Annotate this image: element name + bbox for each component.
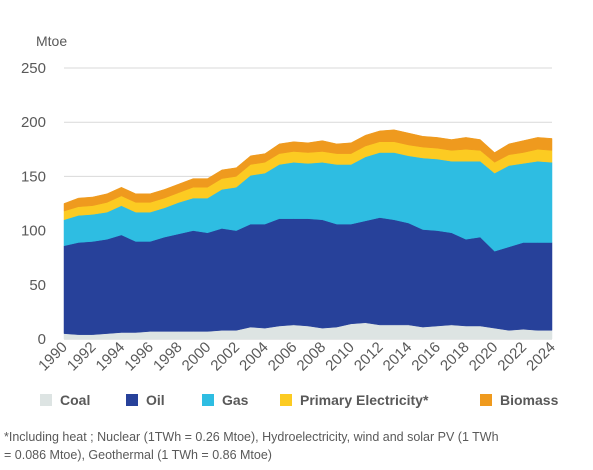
legend-item-coal: Coal <box>40 392 90 408</box>
legend-swatch-oil <box>126 394 138 406</box>
y-axis-unit-label: Mtoe <box>36 33 68 49</box>
x-tick-label: 2018 <box>437 339 473 375</box>
footnote-line-2: = 0.086 Mtoe), Geothermal (1 TWh = 0.86 … <box>4 448 272 462</box>
x-tick-label: 1996 <box>121 339 157 375</box>
legend-label-primary-electricity: Primary Electricity* <box>300 392 429 408</box>
legend-swatch-gas <box>202 394 214 406</box>
x-tick-label: 2024 <box>523 339 559 375</box>
y-tick-label: 200 <box>21 114 46 131</box>
stacked-area-chart: 0 50 100 150 200 250 199019921994199619982000… <box>21 60 559 375</box>
area-biomass <box>63 129 553 212</box>
x-tick-label: 2012 <box>351 339 387 375</box>
legend-label-gas: Gas <box>222 392 249 408</box>
x-tick-label: 2010 <box>322 339 358 375</box>
x-tick-labels: 1990199219941996199820002002200420062008… <box>35 339 559 375</box>
x-tick-label: 2000 <box>179 339 215 375</box>
x-tick-label: 2004 <box>236 339 272 375</box>
legend-swatch-biomass <box>480 394 492 406</box>
legend-swatch-primary-electricity <box>280 394 292 406</box>
legend-label-biomass: Biomass <box>500 392 559 408</box>
x-tick-label: 2014 <box>380 339 416 375</box>
x-tick-label: 1994 <box>93 339 129 375</box>
legend-item-biomass: Biomass <box>480 392 558 408</box>
legend-item-gas: Gas <box>202 392 248 408</box>
x-tick-label: 2016 <box>408 339 444 375</box>
legend-item-oil: Oil <box>126 392 165 408</box>
x-tick-label: 2022 <box>495 339 531 375</box>
x-tick-label: 2006 <box>265 339 301 375</box>
x-tick-label: 1998 <box>150 339 186 375</box>
legend-item-primary-electricity: Primary Electricity* <box>280 392 428 408</box>
x-tick-label: 2008 <box>294 339 330 375</box>
x-tick-label: 2020 <box>466 339 502 375</box>
y-tick-label: 150 <box>21 168 46 185</box>
y-tick-label: 50 <box>29 277 46 294</box>
legend-swatch-coal <box>40 394 52 406</box>
footnote-line-1: *Including heat ; Nuclear (1TWh = 0.26 M… <box>4 430 499 444</box>
series-areas <box>63 129 553 340</box>
x-tick-label: 1992 <box>64 339 100 375</box>
legend: Coal Oil Gas Primary Electricity* Biomas… <box>40 392 580 412</box>
x-tick-label: 2002 <box>207 339 243 375</box>
footnote: *Including heat ; Nuclear (1TWh = 0.26 M… <box>4 428 589 464</box>
legend-label-coal: Coal <box>60 392 91 408</box>
y-tick-label: 100 <box>21 223 46 240</box>
legend-label-oil: Oil <box>146 392 165 408</box>
y-tick-label: 250 <box>21 60 46 77</box>
y-tick-labels: 0 50 100 150 200 250 <box>21 60 46 348</box>
y-tick-label: 0 <box>38 331 46 348</box>
